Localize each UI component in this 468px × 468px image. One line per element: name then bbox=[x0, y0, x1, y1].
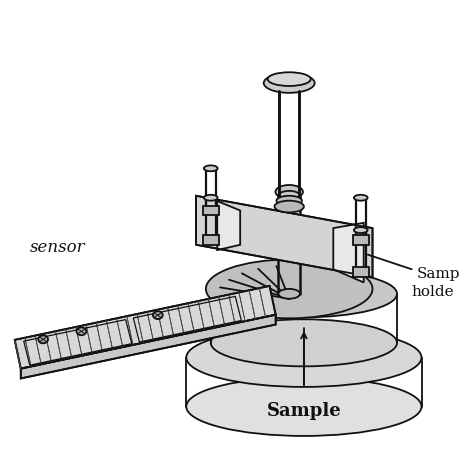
Text: sensor: sensor bbox=[29, 239, 85, 256]
Polygon shape bbox=[203, 205, 219, 215]
Ellipse shape bbox=[275, 244, 304, 256]
Ellipse shape bbox=[263, 73, 314, 93]
Ellipse shape bbox=[276, 185, 303, 199]
Text: holde: holde bbox=[412, 285, 454, 299]
Ellipse shape bbox=[211, 319, 397, 366]
Ellipse shape bbox=[204, 195, 218, 201]
Ellipse shape bbox=[186, 377, 422, 436]
Text: Sample: Sample bbox=[266, 402, 341, 420]
Ellipse shape bbox=[277, 196, 302, 205]
Ellipse shape bbox=[204, 165, 218, 171]
Polygon shape bbox=[353, 235, 369, 245]
Polygon shape bbox=[333, 223, 364, 282]
Ellipse shape bbox=[153, 311, 163, 319]
Ellipse shape bbox=[268, 72, 311, 86]
Ellipse shape bbox=[276, 239, 303, 249]
Polygon shape bbox=[203, 235, 219, 245]
Polygon shape bbox=[217, 201, 240, 250]
Polygon shape bbox=[196, 196, 373, 277]
Ellipse shape bbox=[354, 227, 367, 233]
Ellipse shape bbox=[278, 191, 300, 201]
Polygon shape bbox=[21, 314, 276, 379]
Ellipse shape bbox=[278, 289, 300, 299]
Ellipse shape bbox=[275, 201, 304, 212]
Ellipse shape bbox=[76, 328, 86, 335]
Ellipse shape bbox=[206, 259, 373, 318]
Ellipse shape bbox=[354, 195, 367, 201]
Ellipse shape bbox=[38, 336, 48, 344]
Text: Samp: Samp bbox=[417, 267, 460, 281]
Ellipse shape bbox=[211, 271, 397, 317]
Ellipse shape bbox=[186, 328, 422, 387]
Polygon shape bbox=[353, 267, 369, 277]
Polygon shape bbox=[15, 286, 276, 369]
